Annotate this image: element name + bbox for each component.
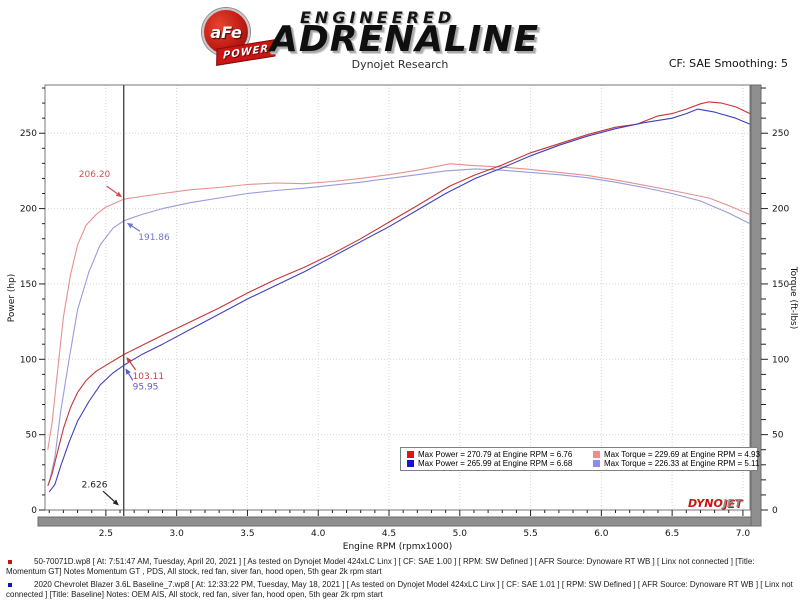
y-tick-label-left: 200: [20, 205, 37, 215]
x-tick-label: 3.5: [240, 529, 254, 539]
y-tick-label-left: 150: [20, 280, 37, 290]
chart-subtitle: Dynojet Research: [351, 58, 449, 71]
legend-label: Max Power = 270.79 at Engine RPM = 6.76: [418, 450, 573, 459]
annotation-arrow-head: [115, 191, 123, 198]
legend-item-1: Max Torque = 229.69 at Engine RPM = 4.93: [593, 450, 760, 459]
footnote-1: 2020 Chevrolet Blazer 3.6L Baseline_7.wp…: [6, 580, 794, 600]
dynojet-watermark-dyno: DYNO: [688, 497, 723, 510]
y-tick-label-left: 50: [26, 431, 38, 441]
afe-power-logo: aFe POWER: [192, 6, 278, 66]
y-tick-label-right: 0: [772, 506, 778, 516]
y-tick-label-left: 250: [20, 129, 37, 139]
y-axis-title-left: Power (hp): [7, 274, 17, 323]
x-tick-label: 5.5: [523, 529, 537, 539]
x-tick-label: 6.0: [594, 529, 609, 539]
y-tick-label-right: 150: [772, 280, 789, 290]
legend-label: Max Torque = 226.33 at Engine RPM = 5.11: [604, 459, 760, 468]
legend-item-2: Max Power = 265.99 at Engine RPM = 6.68: [407, 459, 593, 468]
y-tick-label-right: 250: [772, 129, 789, 139]
x-tick-label: 2.5: [99, 529, 113, 539]
annotation-value: 206.20: [79, 170, 111, 180]
run-footnotes: 50-70071D.wp8 [ At: 7:51:47 AM, Tuesday,…: [0, 557, 800, 603]
annotation-arrow-head: [125, 368, 131, 375]
brand-line-engineered: ENGINEERED: [300, 8, 456, 27]
annotation-arrow-line: [106, 185, 118, 195]
power-momentum-gt-curve: [47, 101, 751, 487]
annotation-arrow-head: [126, 357, 133, 364]
plot-border: [44, 84, 751, 511]
annotation-arrow-line: [128, 373, 134, 381]
legend-swatch: [593, 451, 600, 458]
footnote-text: 50-70071D.wp8 [ At: 7:51:47 AM, Tuesday,…: [6, 557, 755, 576]
brand-header: aFe POWER ENGINEERED ADRENALINE Dynojet …: [0, 0, 800, 78]
y-tick-label-right: 50: [772, 431, 784, 441]
annotation-value: 2.626: [82, 480, 108, 490]
legend-label: Max Torque = 229.69 at Engine RPM = 4.93: [604, 450, 760, 459]
dyno-chart: 2.5 3.0 3.5 4.0 4.5 5.0 5.5 6.0 6.5 7.0 0 0 50 50 100 1…: [0, 80, 800, 555]
legend-swatch: [407, 460, 414, 467]
annotation-value: 191.86: [138, 233, 170, 243]
annotation-value: 95.95: [133, 382, 159, 392]
x-tick-label: 6.5: [665, 529, 679, 539]
y-tick-label-left: 100: [20, 355, 37, 365]
dynojet-watermark: DYNOJET: [688, 498, 742, 509]
y-axis-title-right: Torque (ft-lbs): [788, 266, 798, 330]
legend-item-0: Max Power = 270.79 at Engine RPM = 6.76: [407, 450, 593, 459]
legend-swatch: [407, 451, 414, 458]
annotation-arrow-line: [102, 490, 115, 502]
torque-baseline-curve: [48, 168, 751, 484]
footnote-bullet: [8, 560, 12, 564]
x-tick-label: 3.0: [169, 529, 184, 539]
x-tick-label: 7.0: [736, 529, 751, 539]
x-scrollbar[interactable]: [37, 516, 762, 527]
legend-item-3: Max Torque = 226.33 at Engine RPM = 5.11: [593, 459, 760, 468]
legend-label: Max Power = 265.99 at Engine RPM = 6.68: [418, 459, 573, 468]
torque-momentum-gt-curve: [47, 163, 751, 450]
footnote-0: 50-70071D.wp8 [ At: 7:51:47 AM, Tuesday,…: [6, 557, 794, 577]
legend-box: Max Power = 270.79 at Engine RPM = 6.76 M…: [400, 447, 760, 471]
chart-canvas: 2.5 3.0 3.5 4.0 4.5 5.0 5.5 6.0 6.5 7.0 0 0 50 50 100 1…: [7, 84, 798, 552]
annotation-arrow-line: [131, 225, 141, 232]
annotation-arrow-head: [126, 222, 134, 229]
annotation-value: 103.11: [133, 372, 165, 382]
x-tick-label: 4.0: [311, 529, 326, 539]
x-tick-label: 5.0: [453, 529, 468, 539]
footnote-text: 2020 Chevrolet Blazer 3.6L Baseline_7.wp…: [6, 580, 793, 599]
x-tick-label: 4.5: [382, 529, 396, 539]
legend-swatch: [593, 460, 600, 467]
y-tick-label-left: 0: [31, 506, 37, 516]
afe-logo-text: aFe: [210, 22, 242, 42]
y-tick-label-right: 200: [772, 205, 789, 215]
x-axis-title: Engine RPM (rpmx1000): [343, 542, 452, 552]
annotation-arrow-head: [112, 499, 119, 506]
footnote-bullet: [8, 583, 12, 587]
y-tick-label-right: 100: [772, 355, 789, 365]
dynojet-watermark-jet: JET: [722, 497, 742, 510]
brand-line-adrenaline: ADRENALINE: [270, 19, 540, 60]
smoothing-label: CF: SAE Smoothing: 5: [668, 57, 788, 70]
power-baseline-curve: [48, 108, 751, 493]
annotation-arrow-line: [129, 361, 137, 371]
y-scrollbar[interactable]: [750, 84, 762, 527]
